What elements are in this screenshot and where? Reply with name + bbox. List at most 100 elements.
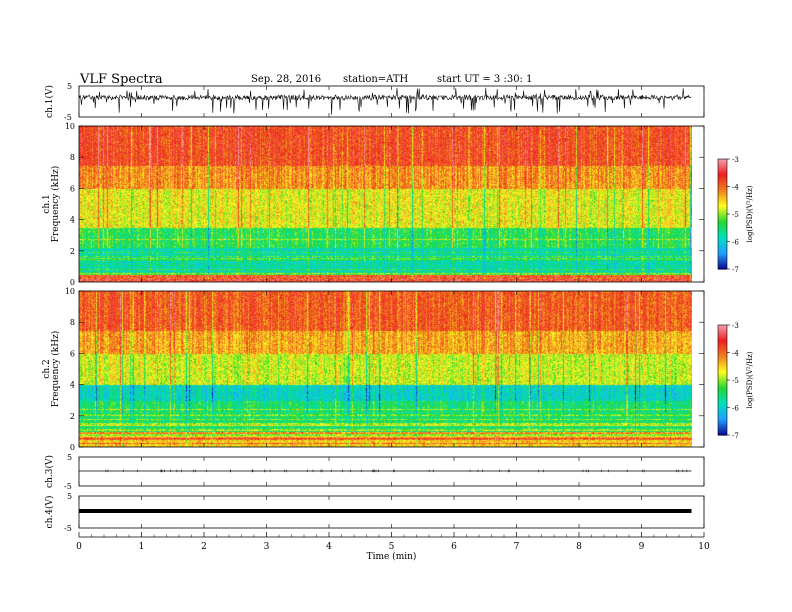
colorbar-segment [718, 398, 727, 401]
colorbar-segment [718, 259, 727, 263]
colorbar-segment [718, 400, 727, 403]
colorbar-tick-label: -3 [732, 322, 739, 330]
colorbar-segment [718, 403, 727, 407]
header-start-time: start UT = 3 :30: 1 [437, 74, 533, 85]
colorbar-segment [718, 424, 727, 427]
colorbar-segment [718, 197, 727, 200]
ch1-waveform-trace [78, 87, 692, 115]
x-tick-label: 2 [201, 542, 207, 552]
colorbar-segment [718, 208, 727, 211]
colorbar-segment [718, 354, 727, 357]
colorbar-segment [718, 409, 727, 412]
colorbar-segment [718, 228, 727, 232]
x-tick-label: 3 [264, 542, 270, 552]
y-tick-label: 10 [65, 287, 75, 296]
colorbar-segment [718, 247, 727, 250]
colorbar-segment [718, 188, 727, 191]
colorbar-segment [718, 380, 727, 383]
colorbar-tick-label: -5 [732, 377, 739, 385]
colorbar-segment [718, 212, 727, 215]
colorbar-segment [718, 252, 727, 255]
colorbar-segment [718, 265, 727, 268]
colorbar-segment [718, 429, 727, 432]
colorbar-segment [718, 239, 727, 243]
x-tick-label: 10 [698, 542, 710, 552]
colorbar-segment [718, 171, 727, 175]
colorbar-segment [718, 325, 727, 328]
x-tick-label: 1 [139, 542, 145, 552]
colorbar-segment [718, 192, 727, 195]
y-tick-label: 5 [67, 492, 72, 501]
header-station: station=ATH [343, 74, 409, 85]
colorbar-segment [718, 232, 727, 235]
colorbar-tick-label: -4 [732, 184, 739, 192]
colorbar-segment [718, 204, 727, 208]
x-tick-label: 8 [576, 542, 582, 552]
colorbar-segment [718, 348, 727, 352]
colorbar-segment [718, 173, 727, 177]
colorbar-segment [718, 425, 727, 429]
colorbar-segment [718, 405, 727, 409]
x-tick-label: 5 [389, 542, 395, 552]
colorbar-segment [718, 350, 727, 354]
colorbar-segment [718, 402, 727, 405]
colorbar-segment [718, 267, 727, 270]
colorbar-segment [718, 365, 727, 368]
colorbar-segment [718, 345, 727, 348]
colorbar-segment [718, 170, 727, 173]
colorbar-segment [718, 336, 727, 339]
colorbar-segment [718, 414, 727, 418]
colorbar-segment [718, 166, 727, 169]
colorbar-segment [718, 263, 727, 266]
colorbar-segment [718, 347, 727, 350]
colorbar-segment [718, 367, 727, 370]
y-tick-label: 6 [70, 184, 75, 193]
colorbar-segment [718, 385, 727, 388]
x-tick-label: 9 [639, 542, 645, 552]
colorbar-segment [718, 372, 727, 376]
x-tick-label: 7 [514, 542, 520, 552]
colorbar-segment [718, 334, 727, 337]
colorbar-segment [718, 195, 727, 199]
y-tick-label: -5 [64, 482, 72, 491]
colorbar-segment [718, 378, 727, 381]
colorbar-segment [718, 168, 727, 171]
figure-title: VLF Spectra [80, 72, 163, 87]
panel-frame-4 [78, 456, 705, 487]
x-tick-label: 4 [326, 542, 332, 552]
colorbar-segment [718, 250, 727, 254]
colorbar-segment [718, 431, 727, 434]
x-tick-label: 6 [451, 542, 457, 552]
colorbar-segment [718, 328, 727, 332]
colorbar-segment [718, 186, 727, 189]
colorbar-tick-label: -3 [732, 156, 739, 164]
y-tick-label: 4 [70, 216, 75, 225]
colorbar-segment [718, 241, 727, 244]
spectrogram-channel-label: ch.2 [42, 359, 52, 378]
colorbar-segment [718, 243, 727, 246]
colorbar-segment [718, 234, 727, 237]
colorbar-tick-label: -6 [732, 405, 739, 413]
colorbar-segment [718, 422, 727, 425]
y-tick-label: 4 [70, 381, 75, 390]
colorbar-segment [718, 381, 727, 385]
colorbar-segment [718, 420, 727, 423]
colorbar-segment [718, 332, 727, 335]
colorbar-segment [718, 411, 727, 414]
spectrogram-image-ch1 [79, 126, 692, 282]
colorbar-segment [718, 369, 727, 372]
colorbar-segment [718, 356, 727, 359]
colorbar-segment [718, 370, 727, 374]
header-date: Sep. 28, 2016 [251, 74, 322, 85]
colorbar-segment [718, 184, 727, 188]
colorbar-segment [718, 418, 727, 421]
colorbar-segment [718, 225, 727, 228]
channel-label: ch.1(V) [44, 85, 55, 118]
colorbar-segment [718, 433, 727, 436]
colorbar-segment [718, 339, 727, 343]
colorbar-segment [718, 245, 727, 248]
colorbar-segment [718, 359, 727, 363]
colorbar-segment [718, 199, 727, 202]
colorbar-segment [718, 389, 727, 392]
y-tick-label: 10 [65, 122, 75, 131]
